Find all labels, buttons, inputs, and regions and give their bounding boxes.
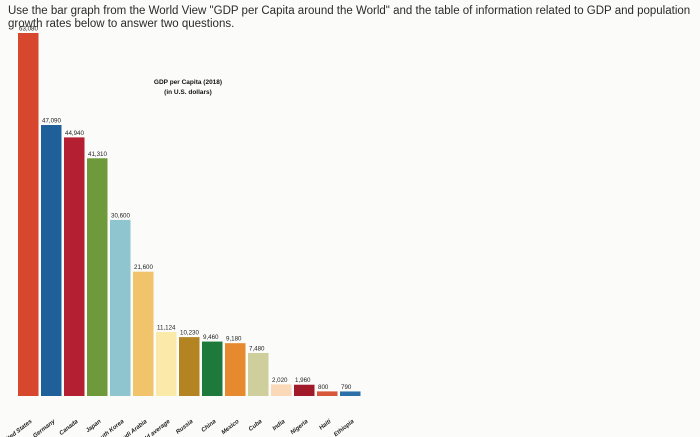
value-label-nigeria: 1,960 (295, 377, 311, 384)
category-label-germany: Germany (32, 418, 57, 437)
category-label-ethiopia: Ethiopia (333, 418, 356, 437)
value-label-cuba: 7,480 (249, 345, 265, 352)
category-label-mexico: Mexico (221, 419, 241, 436)
value-label-world-average: 11,124 (157, 324, 176, 331)
bar-value-labels: 63,080 47,090 44,940 41,310 30,600 21,600 11,1… (19, 26, 352, 391)
bar-south-korea (110, 219, 131, 396)
value-label-ethiopia: 790 (341, 384, 352, 391)
value-label-haiti: 800 (318, 384, 329, 391)
bar-united-states (18, 33, 39, 396)
category-label-china: China (201, 418, 218, 433)
category-label-united-states: United States (0, 418, 34, 437)
bar-nigeria (294, 384, 315, 396)
bar-world-average (156, 331, 177, 396)
value-label-south-korea: 30,600 (111, 212, 130, 219)
category-label-cuba: Cuba (248, 418, 264, 432)
bar-haiti (317, 391, 338, 396)
bar-ethiopia (340, 391, 361, 396)
value-label-mexico: 9,180 (226, 336, 242, 343)
bars-layer (18, 33, 361, 396)
category-label-nigeria: Nigeria (290, 418, 310, 436)
question-instructions: Use the bar graph from the World View "G… (8, 5, 691, 30)
value-label-saudi-arabia: 21,600 (134, 264, 153, 271)
value-label-germany: 47,090 (42, 118, 61, 125)
category-label-india: India (272, 418, 287, 432)
value-label-united-states: 63,080 (19, 26, 38, 33)
category-label-japan: Japan (85, 419, 103, 435)
category-label-haiti: Haiti (319, 419, 333, 432)
bar-china (202, 341, 223, 396)
bar-saudi-arabia (133, 271, 154, 396)
bar-mexico (225, 343, 246, 396)
category-label-russia: Russia (175, 418, 195, 435)
bar-russia (179, 337, 200, 396)
value-label-russia: 10,230 (180, 330, 199, 337)
category-label-canada: Canada (59, 418, 80, 436)
value-label-india: 2,020 (272, 377, 288, 384)
bar-cuba (248, 352, 269, 396)
bar-india (271, 384, 292, 396)
value-label-canada: 44,940 (65, 130, 84, 137)
value-label-china: 9,460 (203, 334, 219, 341)
chart-subtitle: (in U.S. dollars) (164, 89, 212, 96)
chart-title: GDP per Capita (2018) (154, 79, 222, 86)
value-label-japan: 41,310 (88, 151, 107, 158)
bar-germany (41, 125, 62, 396)
bar-canada (64, 137, 85, 396)
bar-japan (87, 158, 108, 396)
